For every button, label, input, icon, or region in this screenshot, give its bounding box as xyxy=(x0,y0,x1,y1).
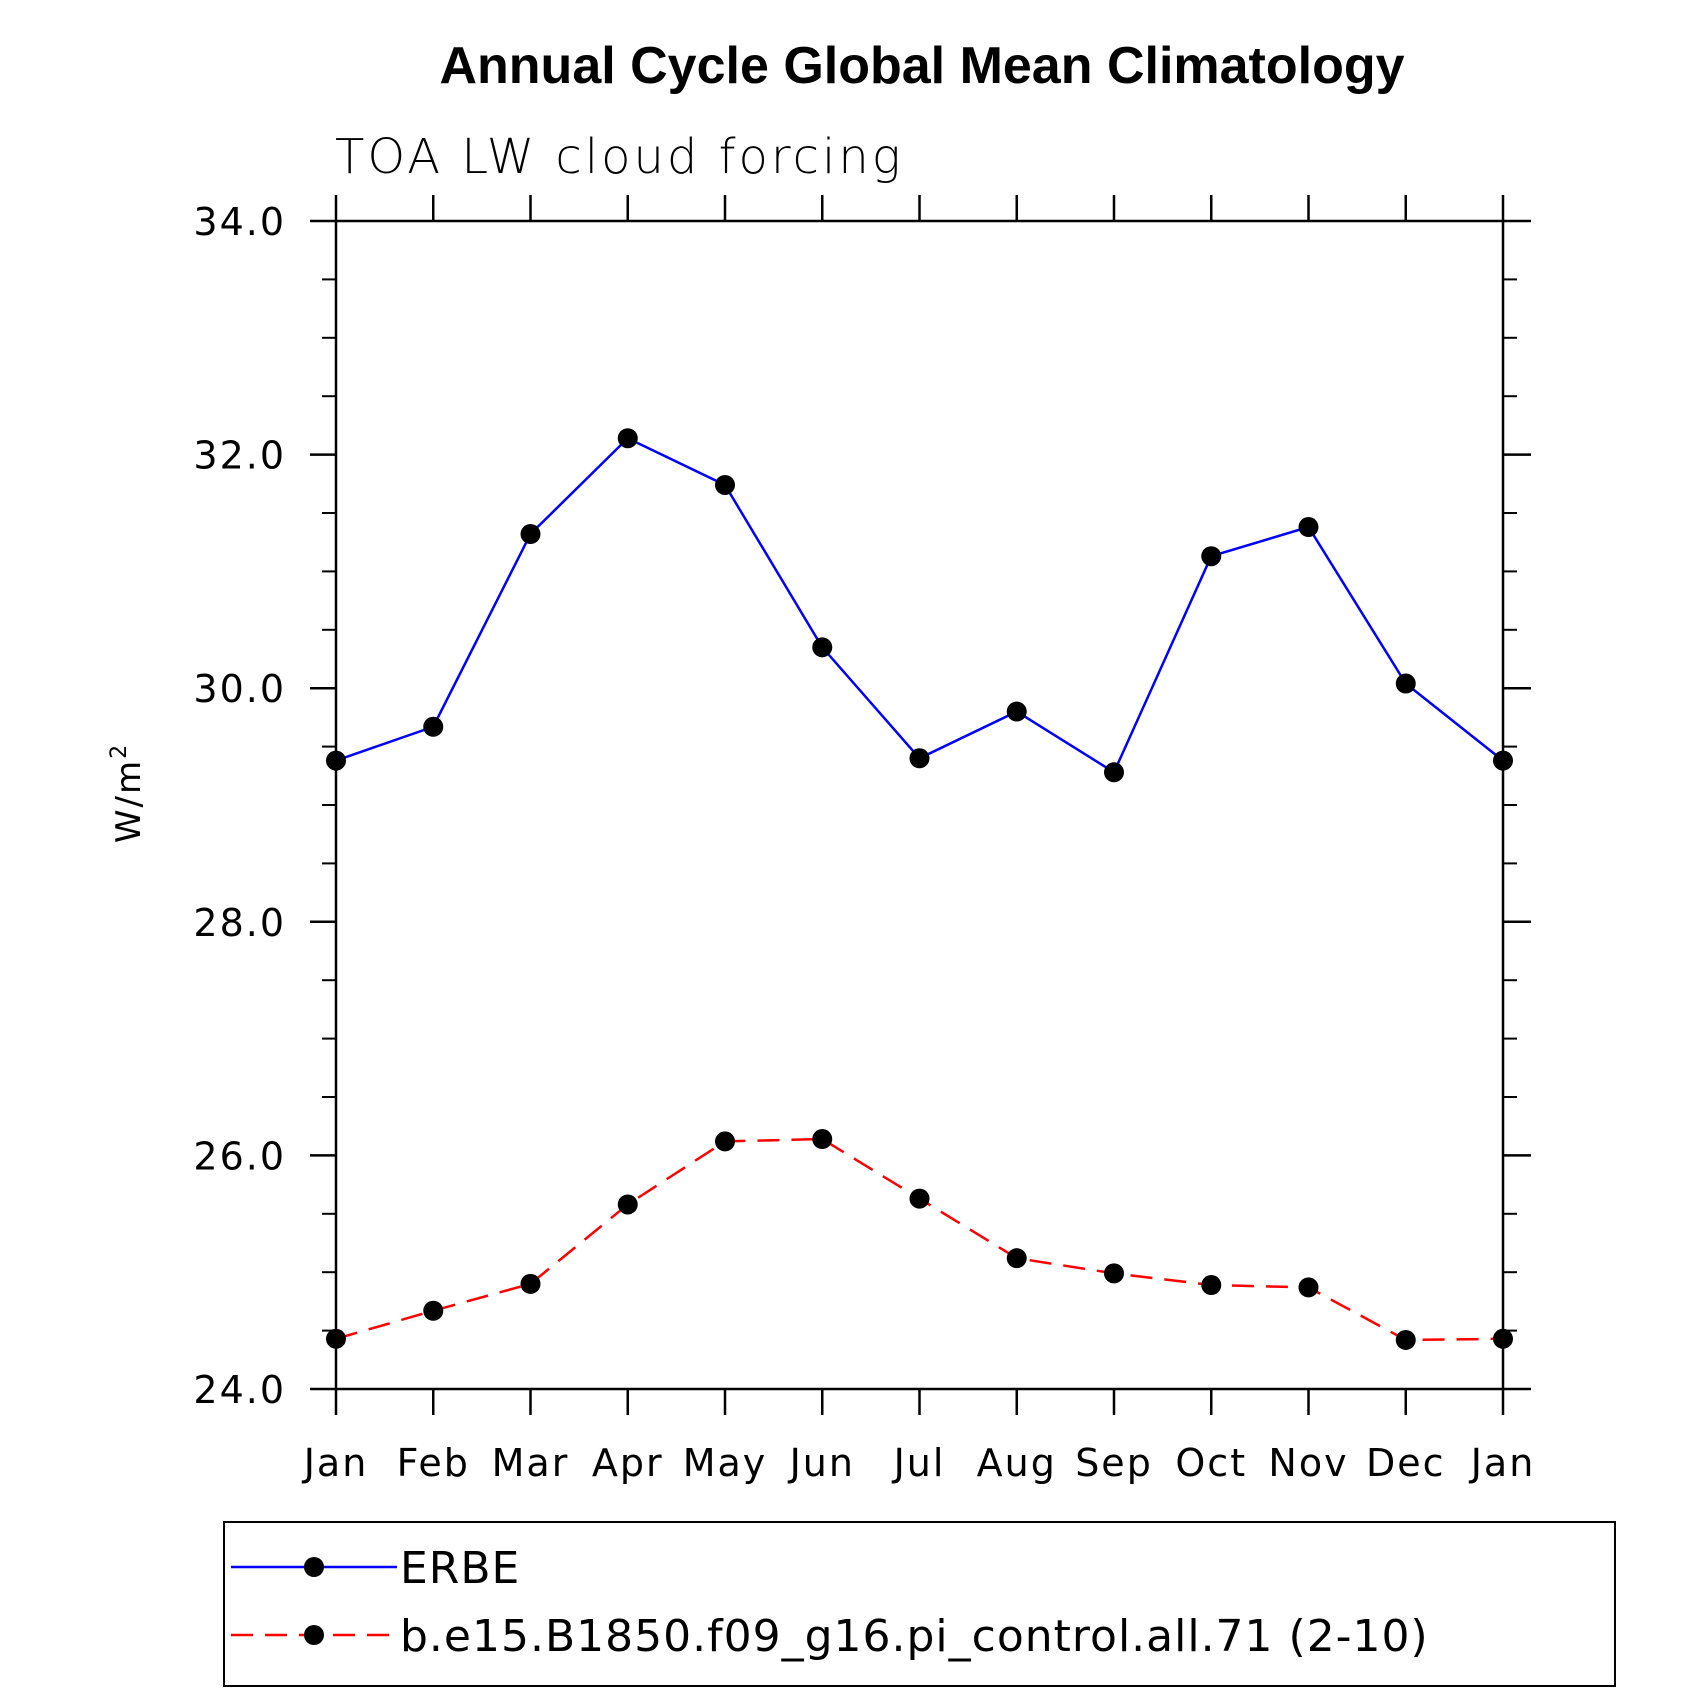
legend-marker-0 xyxy=(304,1557,324,1577)
legend-label-0: ERBE xyxy=(400,1543,520,1594)
legend-label-1: b.e15.B1850.f09_g16.pi_control.all.71 (2… xyxy=(400,1611,1429,1662)
series-0-point xyxy=(520,524,541,545)
x-tick-label: Sep xyxy=(1075,1441,1153,1485)
series-0-point xyxy=(909,748,930,769)
x-tick-label: Oct xyxy=(1175,1441,1247,1485)
chart-subtitle: TOA LW cloud forcing xyxy=(335,129,904,185)
series-0-point xyxy=(1298,517,1319,538)
x-tick-label: Jul xyxy=(892,1441,946,1485)
y-tick-label: 26.0 xyxy=(193,1134,286,1178)
y-axis-label-superscript: 2 xyxy=(107,743,132,759)
x-tick-label: Jan xyxy=(302,1441,369,1485)
x-tick-label: Apr xyxy=(592,1441,664,1485)
legend-marker-1 xyxy=(304,1625,324,1645)
x-tick-label: Aug xyxy=(977,1441,1057,1485)
series-line-0 xyxy=(335,436,1504,775)
series-0-point xyxy=(1201,546,1222,567)
series-0-point xyxy=(1493,750,1513,771)
x-tick-label: Mar xyxy=(492,1441,570,1485)
x-tick-label: Dec xyxy=(1366,1441,1446,1485)
series-1-point xyxy=(1395,1329,1416,1350)
series-0-point xyxy=(617,428,638,449)
y-axis-label: W/m2 xyxy=(107,743,149,843)
series-1-point xyxy=(812,1129,833,1150)
y-tick-label: 32.0 xyxy=(193,434,286,478)
x-tick-label: Jun xyxy=(788,1441,855,1485)
series-1-point xyxy=(1201,1275,1222,1296)
series-0-point xyxy=(326,750,346,771)
svg-text:W/m2: W/m2 xyxy=(107,743,149,843)
series-0-point xyxy=(812,637,833,658)
series-0-point xyxy=(715,474,735,495)
plot-area: Jan Feb Mar Apr May Jun Jul Aug Sep Oct Nov Dec Jan 2… xyxy=(193,195,1536,1485)
series-1-point xyxy=(423,1300,444,1321)
x-tick-label: Jan xyxy=(1469,1441,1536,1485)
y-tick-label: 34.0 xyxy=(193,200,286,244)
series-1-point xyxy=(520,1273,541,1294)
plot-frame xyxy=(334,219,1505,1391)
x-tick-label: Nov xyxy=(1268,1441,1348,1485)
series-1-point xyxy=(1104,1263,1124,1284)
chart-title: Annual Cycle Global Mean Climatology xyxy=(439,37,1404,95)
y-tick-label: 28.0 xyxy=(193,901,286,945)
series-1-point xyxy=(909,1188,930,1209)
x-tick-label: May xyxy=(683,1441,768,1485)
series-1-point xyxy=(1298,1277,1319,1298)
series-0-point xyxy=(1006,701,1027,722)
series-0-point xyxy=(1395,673,1416,694)
series-line-1 xyxy=(335,1137,1504,1342)
x-tick-label: Feb xyxy=(397,1441,470,1485)
series-0-point xyxy=(1104,762,1124,783)
series-1-point xyxy=(715,1131,735,1152)
legend-box xyxy=(223,1521,1616,1687)
legend: ERBE b.e15.B1850.f09_g16.pi_control.all.7… xyxy=(223,1521,1616,1687)
series-0-point xyxy=(423,716,444,737)
series-1-point xyxy=(326,1328,346,1349)
y-axis-label-base: W/m xyxy=(109,759,149,843)
y-tick-label: 24.0 xyxy=(193,1368,286,1412)
series-1-point xyxy=(617,1194,638,1215)
y-tick-label: 30.0 xyxy=(193,667,286,711)
series-1-point xyxy=(1006,1248,1027,1269)
series-1-point xyxy=(1493,1328,1513,1349)
